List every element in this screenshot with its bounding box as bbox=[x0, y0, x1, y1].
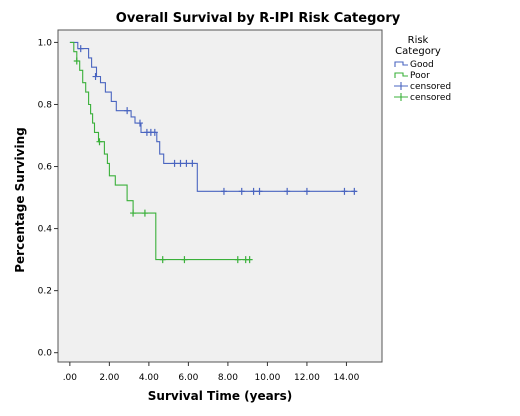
x-tick-label: 4.00 bbox=[139, 373, 159, 383]
legend-title-line1: Risk bbox=[408, 35, 429, 46]
legend-title-line2: Category bbox=[395, 46, 441, 57]
series-good-curve bbox=[69, 41, 357, 192]
series-good-censor-mark bbox=[351, 187, 358, 195]
x-axis-title: Survival Time (years) bbox=[148, 389, 292, 403]
series-poor-censor-mark bbox=[234, 256, 241, 264]
x-tick-label: 8.00 bbox=[218, 373, 238, 383]
series-good-censor-mark bbox=[238, 187, 245, 195]
y-axis-title: Percentage Surviving bbox=[13, 127, 27, 273]
y-tick-label: 0.4 bbox=[38, 225, 53, 235]
series-good-censor-mark bbox=[177, 159, 184, 167]
legend-censored-swatch bbox=[394, 93, 408, 101]
y-tick-label: 0.8 bbox=[38, 100, 53, 110]
series-good-censor-mark bbox=[92, 73, 99, 81]
legend-label: censored bbox=[410, 82, 451, 92]
legend-label: Good bbox=[410, 60, 434, 70]
x-tick-label: 12.00 bbox=[294, 373, 320, 383]
x-tick-label: 10.00 bbox=[255, 373, 281, 383]
series-good-censor-mark bbox=[136, 119, 143, 127]
y-axis: 0.0 0.2 0.4 0.6 0.8 1.0 bbox=[38, 38, 58, 359]
series-poor-censor-mark bbox=[159, 256, 166, 264]
series-poor-censor-mark bbox=[73, 57, 80, 65]
plot-area bbox=[57, 29, 383, 363]
series-good-censor-mark bbox=[171, 159, 178, 167]
series-good-censor-mark bbox=[341, 187, 348, 195]
y-tick-label: 0.0 bbox=[38, 349, 53, 359]
series-good-censor-mark bbox=[151, 128, 158, 136]
x-axis: .00 2.00 4.00 6.00 8.00 10.00 12.00 14.00 bbox=[63, 362, 360, 383]
legend-label: censored bbox=[410, 93, 451, 103]
series-good-censor-mark bbox=[256, 187, 263, 195]
series-good-censor-mark bbox=[250, 187, 257, 195]
series-good-censor-mark bbox=[77, 45, 84, 53]
series-good-censor-mark bbox=[303, 187, 310, 195]
legend-label: Poor bbox=[410, 71, 430, 81]
series-poor-censor-mark bbox=[96, 138, 103, 146]
legend-poor-swatch bbox=[394, 72, 408, 78]
series-good-censor-mark bbox=[220, 187, 227, 195]
y-tick-label: 0.2 bbox=[38, 287, 52, 297]
series-layer bbox=[69, 41, 358, 264]
series-poor-censor-mark bbox=[141, 209, 148, 217]
chart-title: Overall Survival by R-IPI Risk Category bbox=[116, 11, 401, 26]
legend-censored-swatch bbox=[394, 82, 408, 90]
series-good-censor-mark bbox=[183, 159, 190, 167]
x-tick-label: 2.00 bbox=[99, 373, 119, 383]
series-good-censor-mark bbox=[124, 107, 131, 115]
series-poor-censor-mark bbox=[130, 209, 137, 217]
series-good-censor-mark bbox=[189, 159, 196, 167]
y-tick-label: 0.6 bbox=[38, 163, 53, 173]
series-poor-curve bbox=[69, 41, 250, 261]
series-good-censor-mark bbox=[284, 187, 291, 195]
x-tick-label: .00 bbox=[63, 373, 78, 383]
x-tick-label: 14.00 bbox=[334, 373, 360, 383]
x-tick-label: 6.00 bbox=[178, 373, 198, 383]
series-poor-censor-mark bbox=[246, 256, 253, 264]
legend-good-swatch bbox=[394, 61, 408, 67]
series-poor-censor-mark bbox=[181, 256, 188, 264]
y-tick-label: 1.0 bbox=[38, 38, 53, 48]
